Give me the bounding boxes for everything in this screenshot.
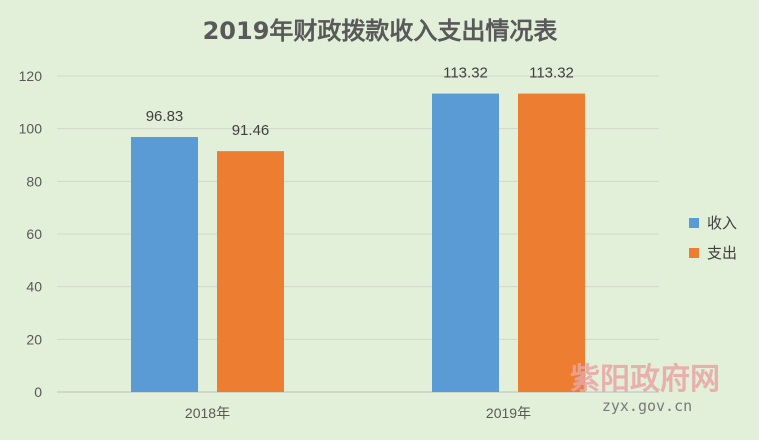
bar-expense	[217, 151, 284, 392]
data-label: 113.32	[443, 65, 488, 82]
watermark: 紫阳政府网 zyx.gov.cn	[570, 362, 720, 415]
chart-title: 2019年财政拨款收入支出情况表	[203, 17, 559, 45]
bar-income	[432, 93, 499, 392]
y-tick-label: 60	[26, 226, 42, 242]
data-label: 113.32	[529, 65, 574, 82]
y-tick-label: 0	[34, 384, 42, 400]
y-tick-label: 120	[19, 68, 43, 84]
y-tick-label: 20	[26, 331, 42, 347]
bar-income	[131, 137, 198, 392]
legend-label: 收入	[707, 215, 737, 232]
legend-swatch	[689, 218, 699, 228]
data-labels: 96.83 91.46 113.32 113.32	[146, 65, 574, 140]
y-axis-ticks: 0 20 40 60 80 100 120	[19, 68, 43, 400]
y-tick-label: 100	[19, 121, 43, 137]
legend-label: 支出	[707, 245, 737, 262]
x-axis-ticks: 2018年 2019年	[185, 405, 531, 421]
y-tick-label: 40	[26, 279, 42, 295]
watermark-domain: zyx.gov.cn	[602, 397, 692, 415]
data-label: 96.83	[146, 108, 184, 125]
watermark-name: 紫阳政府网	[570, 362, 720, 397]
bar-expense	[518, 93, 585, 392]
legend-swatch	[689, 248, 699, 258]
data-label: 91.46	[232, 122, 270, 139]
legend: 收入支出	[689, 215, 737, 262]
x-tick-label: 2019年	[486, 405, 531, 421]
y-tick-label: 80	[26, 173, 42, 189]
x-tick-label: 2018年	[185, 405, 230, 421]
bars	[131, 93, 585, 392]
